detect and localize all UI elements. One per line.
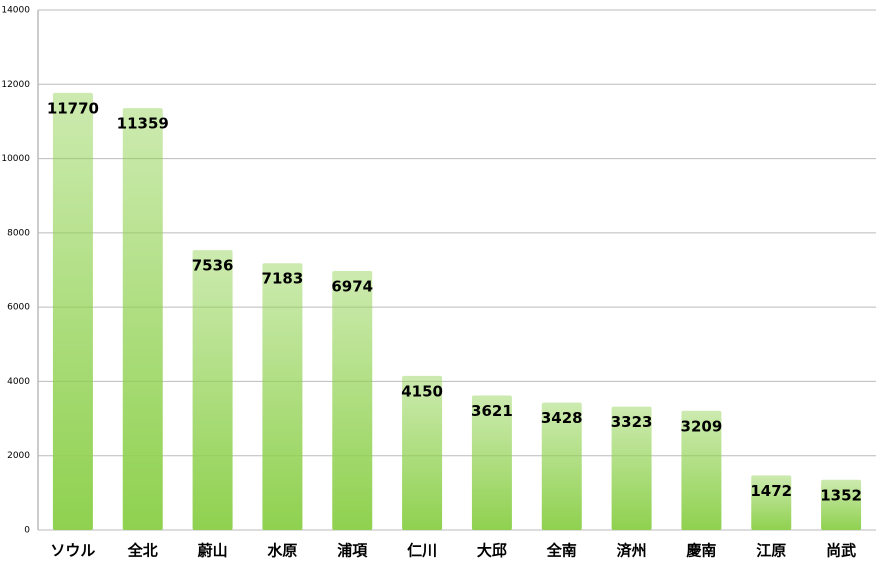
data-label: 6974 (331, 277, 373, 295)
data-label: 3621 (471, 402, 513, 420)
bar (122, 108, 163, 530)
data-label: 1352 (820, 486, 862, 504)
bar (541, 402, 582, 530)
bar (52, 92, 93, 530)
x-tick-label: 全北 (127, 542, 158, 560)
data-label: 1472 (750, 482, 792, 500)
y-tick-label: 2000 (7, 451, 30, 461)
x-tick-label: 尚武 (826, 542, 856, 560)
data-label: 11770 (47, 99, 99, 117)
bar (681, 410, 722, 530)
data-label: 3209 (681, 417, 723, 435)
y-tick-label: 12000 (1, 80, 30, 90)
bar (262, 263, 303, 530)
x-tick-label: ソウル (50, 542, 95, 560)
bar (611, 406, 652, 530)
y-tick-label: 6000 (7, 303, 30, 313)
x-tick-label: 水原 (267, 542, 297, 560)
bar (471, 395, 512, 530)
x-tick-label: 済州 (617, 542, 647, 560)
y-tick-label: 14000 (1, 6, 30, 16)
bar (751, 475, 792, 530)
x-tick-label: 全南 (546, 542, 577, 560)
x-tick-label: 大邱 (477, 542, 507, 560)
bar (192, 250, 233, 530)
y-tick-label: 4000 (7, 377, 30, 387)
x-tick-label: 仁川 (407, 542, 437, 560)
y-tick-label: 8000 (7, 228, 30, 238)
bar (402, 375, 443, 530)
bar (332, 270, 373, 530)
data-label: 3428 (541, 409, 583, 427)
data-label: 4150 (401, 382, 443, 400)
data-label: 3323 (611, 413, 653, 431)
x-tick-label: 浦項 (337, 542, 368, 560)
y-tick-label: 0 (24, 526, 30, 536)
x-tick-label: 江原 (756, 542, 786, 560)
bar (821, 479, 862, 530)
data-label: 7183 (262, 270, 304, 288)
data-label: 7536 (192, 257, 234, 275)
x-tick-label: 蔚山 (198, 542, 228, 560)
x-tick-label: 慶南 (686, 542, 716, 560)
y-tick-label: 10000 (1, 154, 30, 164)
data-label: 11359 (117, 115, 169, 133)
